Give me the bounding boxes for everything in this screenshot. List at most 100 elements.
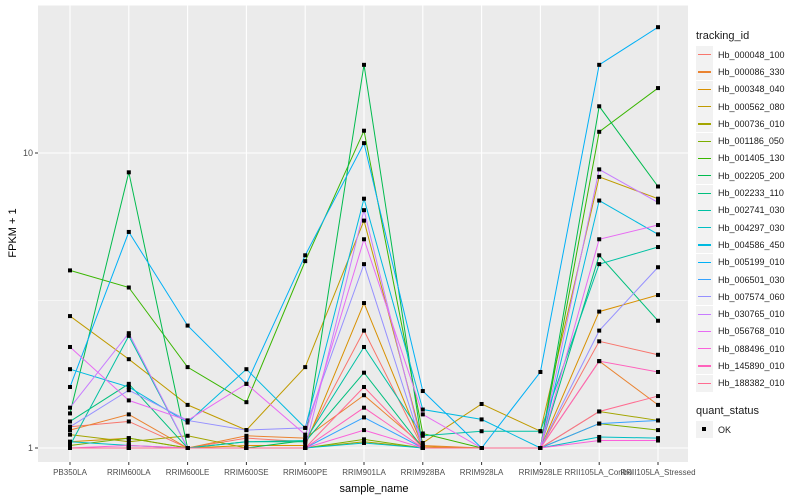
data-point: [68, 268, 72, 273]
data-point: [479, 401, 484, 406]
legend-title: tracking_id: [696, 30, 750, 42]
data-point: [68, 314, 72, 319]
data-point: [303, 436, 308, 441]
data-point: [68, 443, 72, 448]
data-point: [656, 438, 660, 443]
data-point: [126, 446, 131, 450]
data-point: [68, 411, 72, 416]
legend-item-hb-004586-450: Hb_004586_450: [696, 236, 785, 254]
legend-label: Hb_001186_050: [718, 136, 784, 147]
legend-label: Hb_000736_010: [718, 118, 785, 129]
legend-label: Hb_002741_030: [718, 205, 785, 216]
x-tick-label: RRIM928LE: [519, 468, 563, 477]
x-tick-label: RRIM928BA: [401, 468, 446, 477]
x-tick-label: RRII105LA_Control: [565, 468, 635, 477]
data-point: [244, 446, 249, 450]
line-key-icon: [696, 80, 713, 98]
legend-label: Hb_000086_330: [718, 66, 785, 77]
line-key-icon: [696, 322, 713, 340]
x-tick-label: RRIM928LA: [460, 468, 504, 477]
legend-item-hb-000086-330: Hb_000086_330: [696, 63, 785, 81]
data-point: [656, 418, 660, 423]
line-key-icon: [696, 236, 713, 254]
legend-label: Hb_088496_010: [718, 343, 785, 354]
data-point: [68, 428, 72, 433]
legend-label: Hb_030765_010: [718, 309, 785, 320]
data-point: [126, 357, 131, 362]
data-point: [244, 439, 249, 444]
data-point: [185, 418, 190, 423]
data-point: [185, 365, 190, 370]
data-point: [656, 200, 660, 205]
data-point: [479, 446, 484, 450]
data-point: [362, 262, 366, 267]
legend-item-hb-030765-010: Hb_030765_010: [696, 305, 785, 323]
data-point: [597, 174, 602, 179]
data-point: [362, 208, 366, 213]
data-point: [244, 367, 249, 372]
data-point: [597, 167, 602, 172]
data-point: [126, 443, 131, 448]
data-point: [126, 398, 131, 403]
data-point: [597, 328, 602, 333]
data-point: [597, 237, 602, 242]
data-point: [185, 420, 190, 425]
data-point: [597, 438, 602, 443]
x-tick-label: RRIM901LA: [342, 468, 386, 477]
data-point: [597, 129, 602, 134]
line-key-icon: [696, 98, 713, 116]
data-point: [126, 412, 131, 417]
line-key-icon: [696, 357, 713, 375]
legend-item-hb-000736-010: Hb_000736_010: [696, 115, 785, 133]
data-point: [597, 253, 602, 258]
data-point: [244, 381, 249, 386]
data-point: [420, 433, 425, 438]
data-point: [420, 446, 425, 450]
data-point: [597, 62, 602, 67]
data-point: [362, 393, 366, 398]
line-key-icon: [696, 271, 713, 288]
data-point: [68, 439, 72, 444]
data-point: [362, 344, 366, 349]
data-point: [244, 400, 249, 405]
data-point: [656, 86, 660, 91]
line-key-icon: [696, 201, 713, 219]
data-point: [656, 25, 660, 30]
x-tick-label: RRIM600LA: [107, 468, 151, 477]
legend-item-hb-007574-060: Hb_007574_060: [696, 288, 785, 306]
data-point: [479, 417, 484, 422]
data-point: [420, 412, 425, 417]
legend-item-hb-000562-080: Hb_000562_080: [696, 98, 785, 116]
data-point: [126, 331, 131, 336]
legend-label: Hb_006501_030: [718, 274, 785, 285]
legend-item-hb-056768-010: Hb_056768_010: [696, 322, 785, 340]
data-point: [244, 443, 249, 448]
data-point: [362, 370, 366, 375]
data-point: [126, 436, 131, 441]
line-key-icon: [696, 149, 713, 167]
data-point: [362, 440, 366, 445]
legend-label: Hb_001405_130: [718, 153, 785, 164]
legend-item-hb-001186-050: Hb_001186_050: [696, 132, 785, 150]
legend-item-hb-006501-030: Hb_006501_030: [696, 271, 785, 288]
data-point: [303, 446, 308, 450]
legend-item-hb-000348-040: Hb_000348_040: [696, 80, 785, 98]
line-key-icon: [696, 167, 713, 185]
legend-label: Hb_000562_080: [718, 101, 785, 112]
data-point: [244, 428, 249, 433]
data-point: [538, 429, 543, 434]
data-point: [303, 259, 308, 264]
shape-legend: quant_status OK: [696, 405, 759, 439]
data-point: [362, 141, 366, 146]
data-point: [597, 359, 602, 364]
data-point: [362, 218, 366, 223]
x-tick-label: RRII105LA_Stressed: [620, 468, 695, 477]
data-point: [126, 419, 131, 424]
data-point: [420, 440, 425, 445]
data-point: [68, 446, 72, 450]
legend-item-hb-000048-100: Hb_000048_100: [696, 46, 785, 64]
x-tick-label: RRIM600LE: [166, 468, 210, 477]
legend-item-hb-001405-130: Hb_001405_130: [696, 149, 785, 167]
data-point: [597, 262, 602, 267]
data-point: [303, 365, 308, 370]
